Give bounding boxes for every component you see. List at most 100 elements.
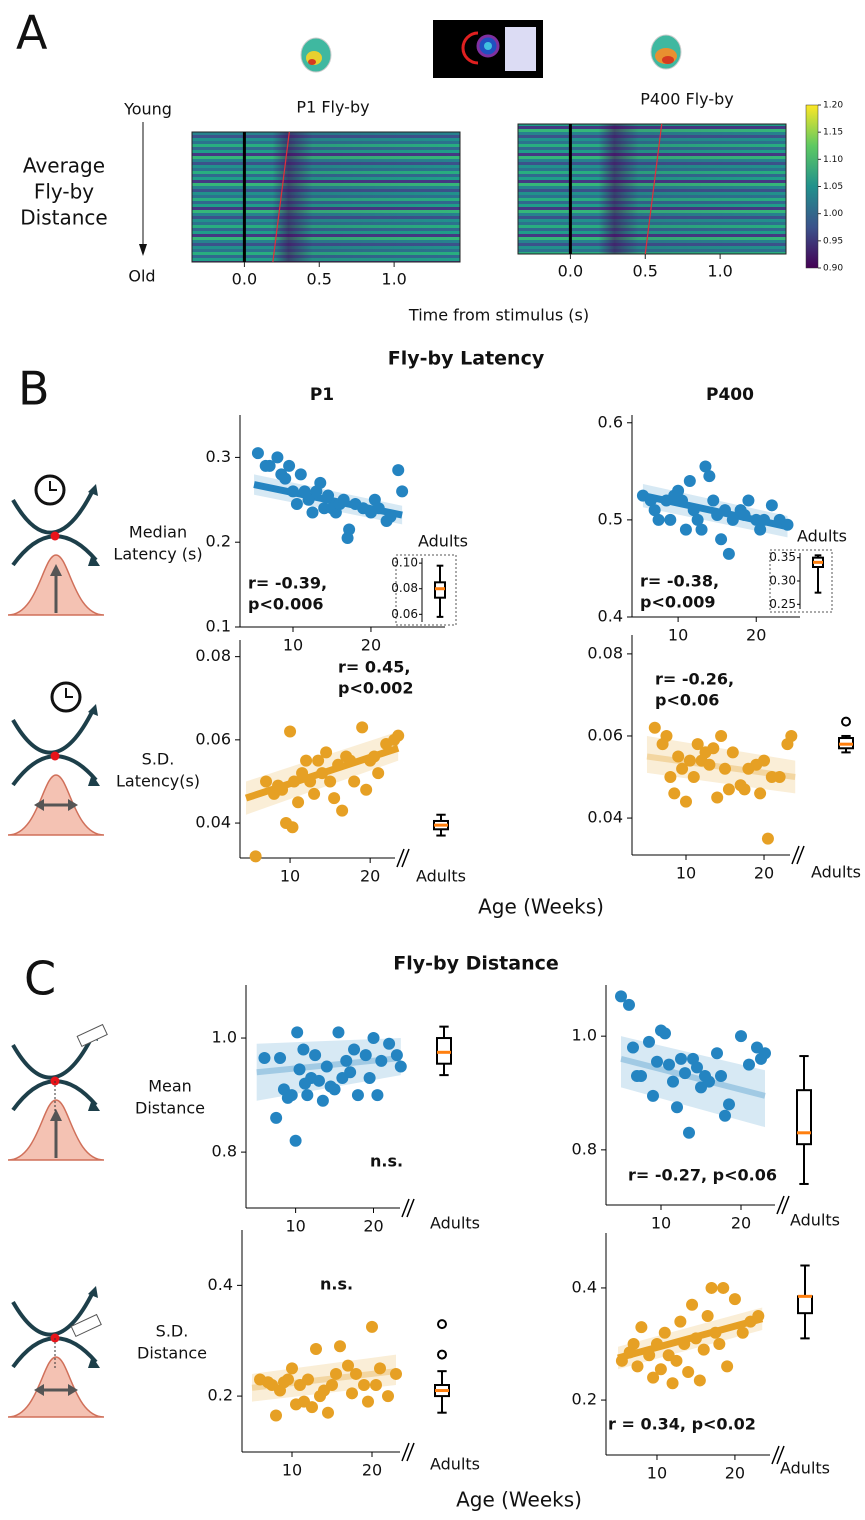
point xyxy=(674,1315,687,1328)
point xyxy=(348,775,361,788)
point xyxy=(367,1032,380,1045)
point xyxy=(328,792,341,805)
point xyxy=(643,1035,655,1048)
axis-break xyxy=(776,1195,790,1215)
point xyxy=(316,1094,329,1107)
latency-trend xyxy=(644,123,663,255)
point xyxy=(672,484,685,497)
point xyxy=(765,499,778,512)
point xyxy=(686,1298,699,1311)
x-tick-label: 10 xyxy=(282,1461,302,1480)
heatmap-title: P1 Fly-by xyxy=(296,98,369,117)
young-label: Young xyxy=(123,100,172,119)
panel-label: C xyxy=(24,952,56,1006)
latency-trend xyxy=(272,131,290,263)
point xyxy=(738,783,751,796)
point xyxy=(643,1349,656,1362)
point xyxy=(348,1043,361,1056)
point xyxy=(351,1089,364,1102)
point xyxy=(258,1052,271,1065)
y-axis-label: S.D. xyxy=(142,750,175,769)
old-label: Old xyxy=(128,267,155,286)
point xyxy=(276,783,289,796)
adults-label: Adults xyxy=(797,527,847,546)
point xyxy=(358,1379,370,1392)
point xyxy=(721,1360,734,1373)
point xyxy=(271,451,284,464)
spread-arrow-head xyxy=(34,1384,78,1396)
stimulus-icon xyxy=(433,20,543,78)
point xyxy=(384,510,397,523)
ruler-icon xyxy=(76,1023,108,1048)
point xyxy=(785,729,798,742)
x-tick-label: 20 xyxy=(362,1461,382,1480)
point xyxy=(312,754,325,767)
point xyxy=(396,485,409,498)
point xyxy=(675,1052,687,1065)
point xyxy=(664,513,677,526)
x-tick-label: 20 xyxy=(363,1217,383,1236)
y-tick-label: 0.2 xyxy=(208,1386,233,1405)
x-tick-label: 10 xyxy=(668,626,688,645)
point xyxy=(320,1060,333,1073)
annotation: r= 0.45, xyxy=(338,658,410,677)
heatmap-shade xyxy=(192,132,460,262)
point xyxy=(302,493,315,506)
point xyxy=(676,494,689,507)
heatmap-shade xyxy=(518,124,786,254)
section-title: Fly-by Latency xyxy=(388,348,545,370)
point xyxy=(332,1026,345,1039)
point xyxy=(644,494,657,507)
point xyxy=(370,1379,382,1392)
point xyxy=(372,502,385,515)
point xyxy=(667,1075,679,1088)
y-tick-label: 0.06 xyxy=(195,729,231,748)
x-tick-label: 20 xyxy=(725,1464,745,1483)
y-axis-label: S.D. xyxy=(156,1322,189,1341)
y-tick-label: 0.4 xyxy=(208,1275,233,1294)
adults-label: Adults xyxy=(418,532,468,551)
fit-line xyxy=(620,1055,766,1099)
point xyxy=(678,1338,691,1350)
point xyxy=(687,504,700,517)
point xyxy=(359,1049,372,1062)
inset-tick-label: 0.06 xyxy=(391,607,418,621)
x-tick-label: 10 xyxy=(651,1214,671,1233)
heatmap-frame xyxy=(517,123,787,255)
annotation: p<0.06 xyxy=(655,691,719,710)
point xyxy=(695,523,708,536)
annotation: p<0.002 xyxy=(338,679,413,698)
x-tick-label: 0.5 xyxy=(307,270,332,289)
x-tick-label: 20 xyxy=(361,636,381,655)
annotation: n.s. xyxy=(320,1275,353,1294)
point xyxy=(659,1027,671,1040)
point xyxy=(263,459,276,472)
point xyxy=(650,1338,663,1350)
y-tick-label: 0.2 xyxy=(572,1390,597,1409)
x-tick-label: 0.0 xyxy=(558,262,583,281)
point xyxy=(715,533,728,546)
y-axis-label: Distance xyxy=(137,1344,207,1363)
point xyxy=(300,754,313,767)
y-tick-label: 0.08 xyxy=(587,643,623,662)
point xyxy=(703,1075,715,1088)
inset-frame xyxy=(395,554,457,626)
x-tick-label: 20 xyxy=(731,1214,751,1233)
point xyxy=(374,1362,386,1375)
adults-label: Adults xyxy=(430,1214,480,1233)
point xyxy=(707,742,720,755)
point xyxy=(773,771,786,784)
point xyxy=(736,1326,749,1339)
point xyxy=(314,476,327,489)
point xyxy=(285,1089,298,1102)
point xyxy=(293,1063,306,1076)
point xyxy=(718,504,731,517)
box-flier xyxy=(841,716,851,727)
point xyxy=(707,494,720,507)
point xyxy=(297,1043,310,1056)
point xyxy=(691,738,704,751)
axis-break xyxy=(396,848,410,868)
point xyxy=(286,821,299,834)
colorbar-tick-label: 1.00 xyxy=(823,209,843,219)
